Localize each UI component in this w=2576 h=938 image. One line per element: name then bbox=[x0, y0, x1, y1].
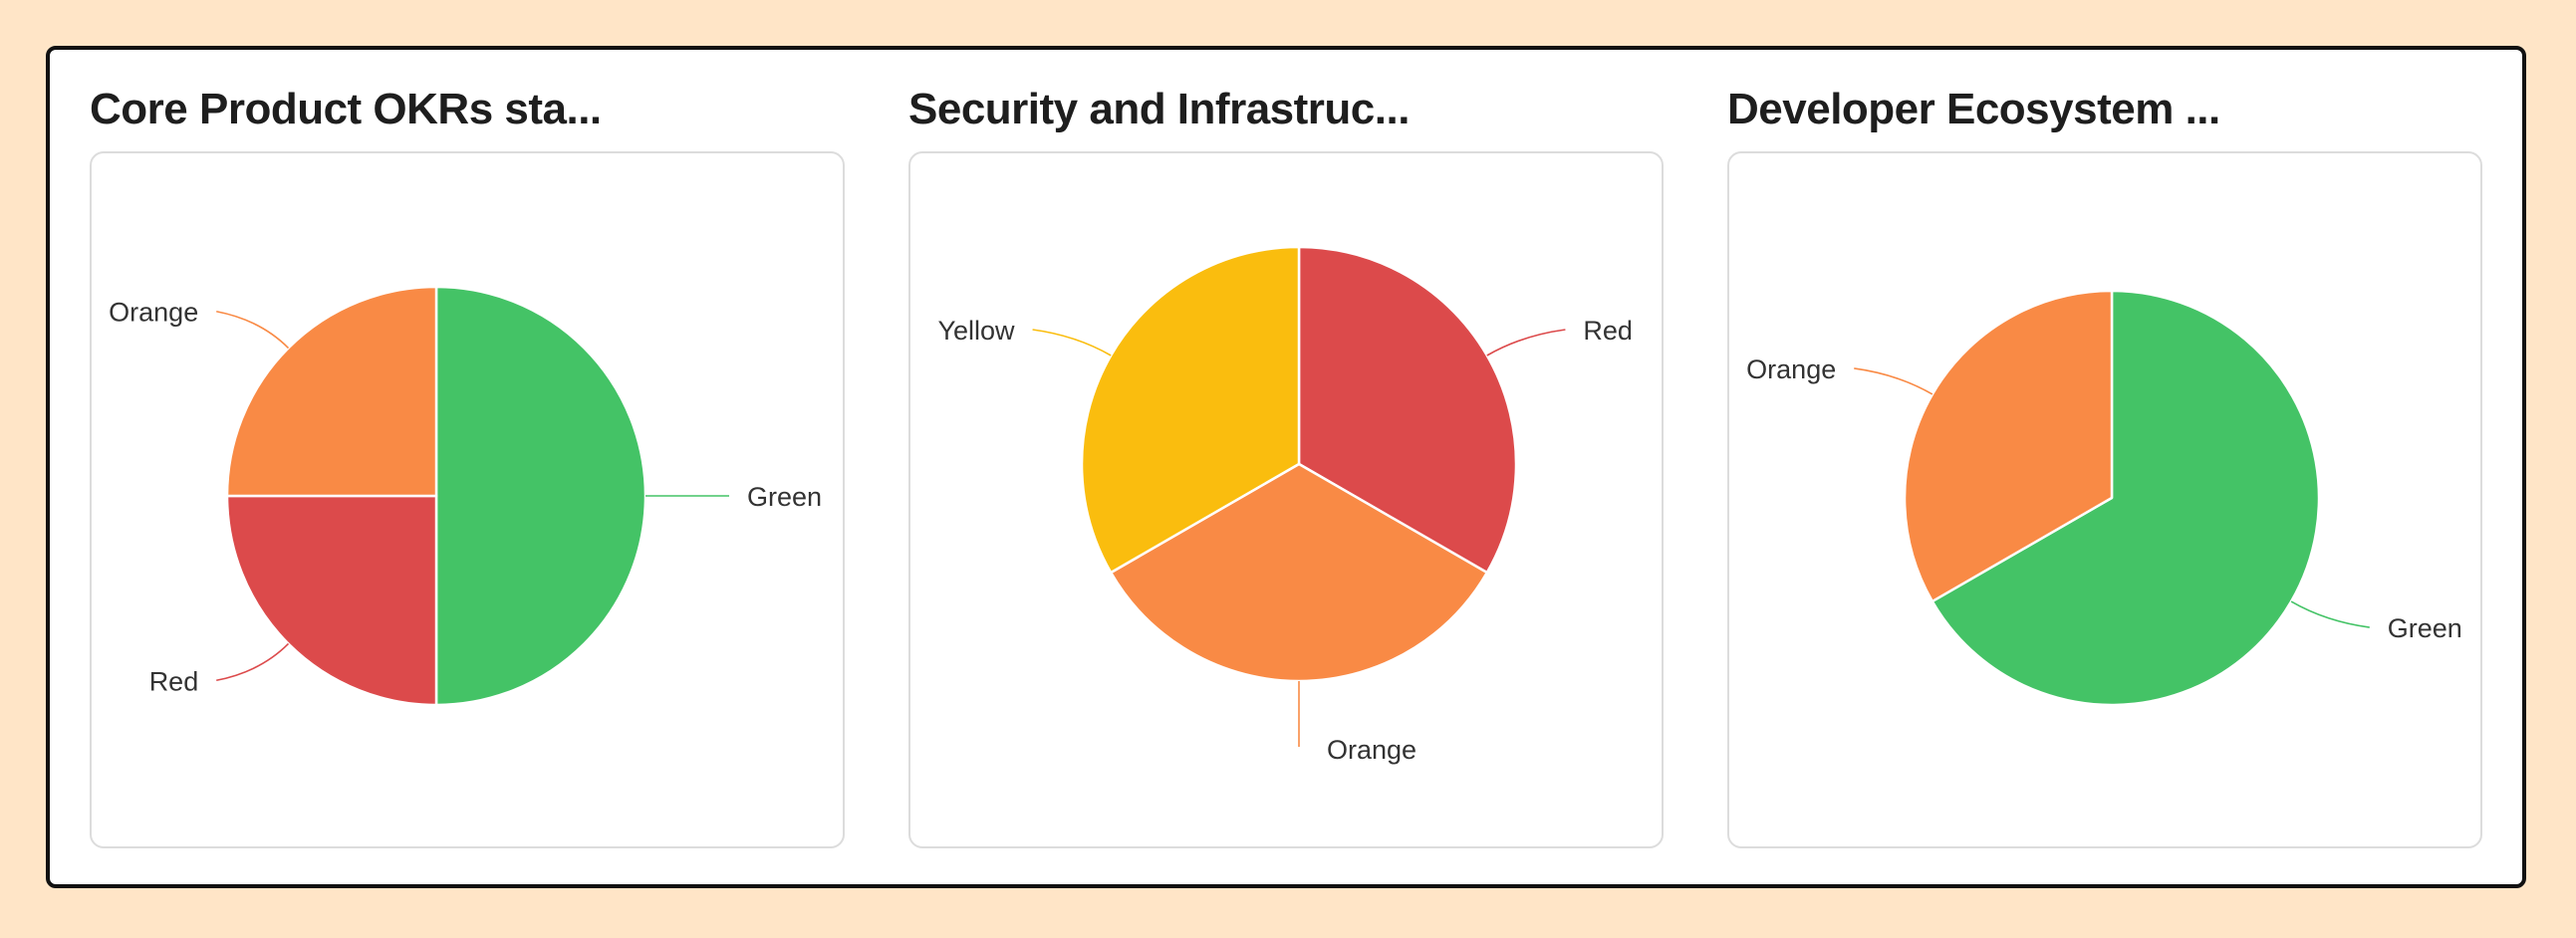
slice-label-red: Red bbox=[1583, 316, 1633, 346]
slice-label-yellow: Yellow bbox=[938, 316, 1016, 346]
pie-slice-red bbox=[225, 494, 438, 707]
panel-developer-ecosystem: Developer Ecosystem ... Green Orange bbox=[1727, 50, 2484, 892]
pie-slice-orange bbox=[225, 285, 438, 498]
panel-title: Core Product OKRs sta... bbox=[90, 85, 602, 133]
leader-line-orange bbox=[216, 310, 290, 350]
pie-slice-green bbox=[1931, 289, 2321, 707]
leader-line-yellow bbox=[1032, 329, 1112, 356]
slice-label-orange: Orange bbox=[1327, 735, 1417, 765]
panel-title: Developer Ecosystem ... bbox=[1727, 85, 2220, 133]
pie-slice-orange bbox=[1903, 289, 2114, 603]
slice-label-green: Green bbox=[2388, 613, 2462, 643]
slice-label-orange: Orange bbox=[109, 298, 198, 328]
leader-line-green bbox=[2290, 600, 2370, 628]
pie-slice-green bbox=[434, 285, 647, 707]
panel-title: Security and Infrastruc... bbox=[908, 85, 1410, 133]
chart-card: Green Orange bbox=[1727, 151, 2482, 848]
chart-card: Red Orange Yellow bbox=[908, 151, 1664, 848]
leader-line-orange bbox=[1854, 367, 1933, 395]
slice-label-orange: Orange bbox=[1746, 354, 1836, 384]
pie-chart: Green Red Orange bbox=[109, 285, 822, 707]
dashboard-frame: Core Product OKRs sta... Green Red Orange … bbox=[46, 46, 2526, 888]
leader-line-red bbox=[1486, 329, 1566, 356]
panel-core-product: Core Product OKRs sta... Green Red Orange bbox=[90, 50, 847, 892]
chart-card: Green Red Orange bbox=[90, 151, 845, 848]
pie-slice-orange bbox=[1109, 462, 1489, 683]
pie-chart: Red Orange Yellow bbox=[938, 245, 1633, 765]
pie-chart: Green Orange bbox=[1746, 289, 2462, 707]
panel-security-infrastructure: Security and Infrastruc... Red Orange Yell… bbox=[908, 50, 1666, 892]
slice-label-red: Red bbox=[149, 666, 199, 696]
leader-line-red bbox=[216, 642, 290, 682]
slice-label-green: Green bbox=[747, 482, 822, 512]
